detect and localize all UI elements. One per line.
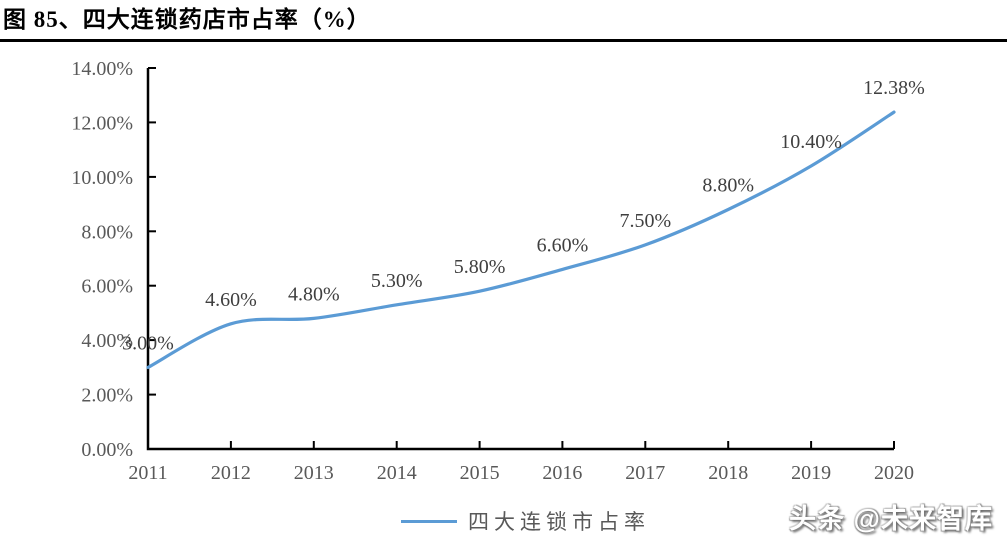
data-label: 7.50% [619, 210, 671, 232]
series-line [146, 110, 896, 369]
figure-header: 图 85、四大连锁药店市占率（%） [0, 0, 1007, 42]
axes [146, 68, 894, 451]
data-label: 8.80% [702, 175, 754, 197]
x-tick-label: 2019 [791, 462, 831, 484]
data-label: 6.60% [537, 234, 589, 256]
y-tick-label: 6.00% [81, 276, 133, 298]
legend-label: 四大连锁市占率 [468, 510, 650, 534]
y-tick-label: 10.00% [71, 167, 133, 189]
y-tick-label: 12.00% [71, 112, 133, 134]
legend-line-swatch [401, 519, 457, 523]
data-label: 5.80% [454, 256, 506, 278]
x-tick-label: 2017 [625, 462, 665, 484]
figure-title: 图 85、四大连锁药店市占率（%） [3, 7, 371, 32]
x-tick-label: 2020 [874, 462, 914, 484]
y-tick-label: 0.00% [81, 439, 133, 461]
watermark-text: 头条 @未来智库 [789, 504, 993, 534]
y-tick-label: 4.00% [81, 330, 133, 352]
x-tick-label: 2015 [460, 462, 500, 484]
x-tick-label: 2012 [211, 462, 251, 484]
y-tick-label: 2.00% [81, 385, 133, 407]
data-label: 4.80% [288, 283, 340, 305]
x-tick-label: 2013 [294, 462, 334, 484]
x-tick-label: 2014 [377, 462, 417, 484]
x-tick-label: 2018 [708, 462, 748, 484]
data-label: 5.30% [371, 270, 423, 292]
chart-legend: 四大连锁市占率 [22, 506, 1007, 536]
data-label: 3.00% [122, 332, 174, 354]
x-tick-label: 2016 [542, 462, 582, 484]
data-label: 10.40% [780, 131, 842, 153]
x-tick-label: 2011 [128, 462, 167, 484]
data-label: 4.60% [205, 289, 257, 311]
y-tick-label: 8.00% [81, 221, 133, 243]
y-tick-label: 14.00% [71, 58, 133, 80]
data-label: 12.38% [863, 77, 925, 99]
